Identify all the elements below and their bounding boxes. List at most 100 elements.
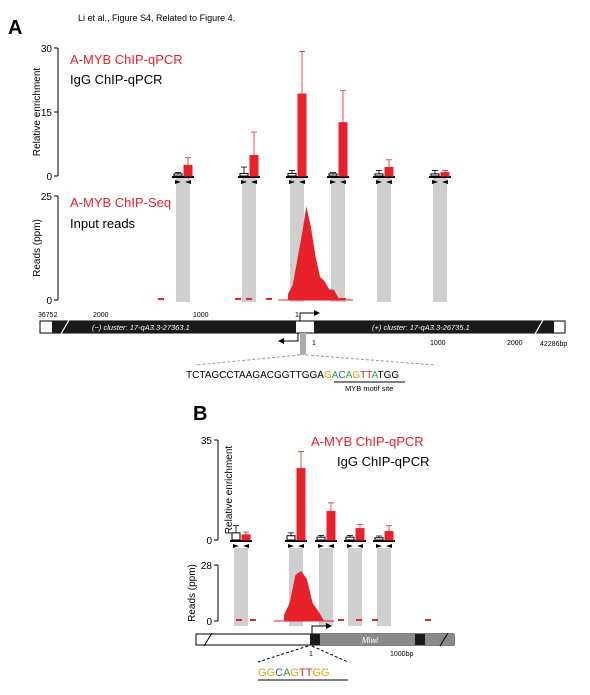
panel-a-legend-amyb: A-MYB ChIP-qPCR bbox=[70, 52, 183, 67]
motif-base: A bbox=[346, 370, 353, 381]
background-read bbox=[325, 298, 331, 300]
bar bbox=[296, 468, 306, 541]
primer-arrow bbox=[318, 544, 324, 548]
panel-a-cluster-minus: (−) cluster: 17-qA3.3-27363.1 bbox=[92, 323, 190, 332]
background-read bbox=[338, 619, 344, 621]
background-read bbox=[235, 298, 241, 300]
bar bbox=[430, 173, 440, 177]
motif-base: C bbox=[275, 667, 283, 679]
panel-b-scale-1: 1 bbox=[309, 651, 313, 658]
primer-arrow bbox=[357, 544, 363, 548]
panel-a-coord-right: 42286bp bbox=[540, 341, 567, 348]
primer-arrow bbox=[376, 180, 382, 184]
primer-arrow bbox=[442, 180, 448, 184]
panel-a-scale-2000-right: 2000 bbox=[507, 340, 523, 347]
motif-base: T bbox=[306, 667, 313, 679]
panel-b-gene-label: Miwi bbox=[362, 636, 378, 645]
motif-base: T bbox=[366, 370, 372, 381]
primer-arrow bbox=[251, 180, 257, 184]
bar bbox=[249, 155, 259, 177]
panel-b-bar-ylabel: Relative enrichment bbox=[224, 446, 235, 535]
motif-base: G bbox=[267, 667, 276, 679]
bar bbox=[241, 534, 251, 541]
panel-a-legend-input: Input reads bbox=[70, 216, 136, 231]
panel-a-scale-2000-left: 2000 bbox=[93, 312, 109, 319]
motif-base: G bbox=[258, 667, 267, 679]
bar bbox=[384, 166, 394, 177]
panel-a-sequence-prefix: TCTAGCCTAAGACGGTTGGA bbox=[186, 370, 324, 381]
panel-a-bars bbox=[172, 51, 451, 184]
panel-a-bar-tick-0: 0 bbox=[46, 172, 52, 183]
panel-a-coord-left: 36752 bbox=[38, 312, 58, 319]
bar bbox=[316, 536, 326, 541]
background-read bbox=[425, 619, 431, 621]
panel-a-seq-axis bbox=[54, 195, 59, 301]
panel-b-bar-axis bbox=[214, 439, 219, 541]
panel-a-sequence-suffix: TGG bbox=[378, 370, 400, 381]
background-read bbox=[158, 298, 164, 300]
probe-column bbox=[234, 548, 248, 626]
probe-column bbox=[377, 178, 391, 302]
motif-base: G bbox=[321, 667, 330, 679]
bar bbox=[328, 173, 338, 177]
primer-arrow bbox=[386, 544, 392, 548]
bar bbox=[183, 164, 193, 177]
bar bbox=[239, 172, 249, 177]
panel-a-scale-1000-right: 1000 bbox=[430, 340, 446, 347]
background-read bbox=[236, 619, 242, 621]
panel-a-scale-1-right: 1 bbox=[312, 340, 316, 347]
probe-column bbox=[433, 178, 447, 302]
primer-arrow bbox=[299, 180, 305, 184]
bar bbox=[338, 122, 348, 177]
background-read bbox=[340, 298, 346, 300]
chipseq-peak-area bbox=[284, 571, 324, 621]
probe-column bbox=[377, 548, 391, 626]
bar bbox=[374, 173, 384, 177]
primer-arrow bbox=[241, 180, 247, 184]
panel-a-seq-tick-0: 0 bbox=[46, 296, 52, 307]
bar bbox=[345, 536, 355, 541]
bar bbox=[355, 528, 365, 541]
probe-column bbox=[331, 178, 345, 302]
primer-arrow bbox=[289, 180, 295, 184]
motif-base: A bbox=[283, 667, 291, 679]
bar bbox=[384, 530, 394, 541]
panel-a-sequence: TCTAGCCTAAGACGGTTGGAGACAGTTATGG bbox=[186, 370, 399, 381]
primer-arrow bbox=[432, 180, 438, 184]
primer-arrow bbox=[328, 544, 334, 548]
panel-a-motif-label: MYB motif site bbox=[345, 384, 393, 393]
probe-column bbox=[176, 178, 190, 302]
primer-arrow bbox=[340, 180, 346, 184]
panel-a-chipseq-peak bbox=[158, 206, 353, 301]
panel-a-bar-axis bbox=[54, 47, 59, 177]
panel-b-bar-tick-0: 0 bbox=[206, 536, 212, 547]
panel-b-legend-amyb: A-MYB ChIP-qPCR bbox=[311, 434, 424, 449]
panel-a-scale-1000-left: 1000 bbox=[193, 312, 209, 319]
probe-column bbox=[319, 548, 333, 626]
motif-base: A bbox=[332, 370, 339, 381]
panel-a-bar-tick-30: 30 bbox=[41, 44, 53, 55]
probe-column bbox=[242, 178, 256, 302]
panel-a-legend-igg: IgG ChIP-qPCR bbox=[70, 72, 162, 87]
background-read bbox=[250, 619, 256, 621]
primer-arrow bbox=[233, 544, 239, 548]
primer-arrow bbox=[330, 180, 336, 184]
panel-a-tss-arrows bbox=[278, 310, 320, 355]
motif-base: T bbox=[299, 667, 306, 679]
panel-b-motif: GGCAGTTGG bbox=[258, 667, 330, 679]
panel-b-zoom-lines bbox=[257, 645, 349, 663]
panel-a-probe-columns bbox=[176, 178, 447, 302]
panel-b-chipseq-peak bbox=[236, 571, 431, 622]
panel-b-bar-tick-35: 35 bbox=[201, 436, 213, 447]
panel-a-label: A bbox=[8, 17, 22, 39]
panel-a-bar-tick-15: 15 bbox=[41, 108, 53, 119]
panel-b-legend-igg: IgG ChIP-qPCR bbox=[337, 454, 429, 469]
panel-b-seq-ylabel: Reads (ppm) bbox=[187, 564, 198, 622]
bar bbox=[231, 532, 241, 541]
panel-b-seq-axis bbox=[214, 564, 219, 622]
motif-base: G bbox=[312, 667, 321, 679]
primer-arrow bbox=[243, 544, 249, 548]
panel-b-genomic-track bbox=[195, 623, 455, 647]
bar bbox=[374, 537, 384, 541]
bar bbox=[440, 172, 450, 177]
